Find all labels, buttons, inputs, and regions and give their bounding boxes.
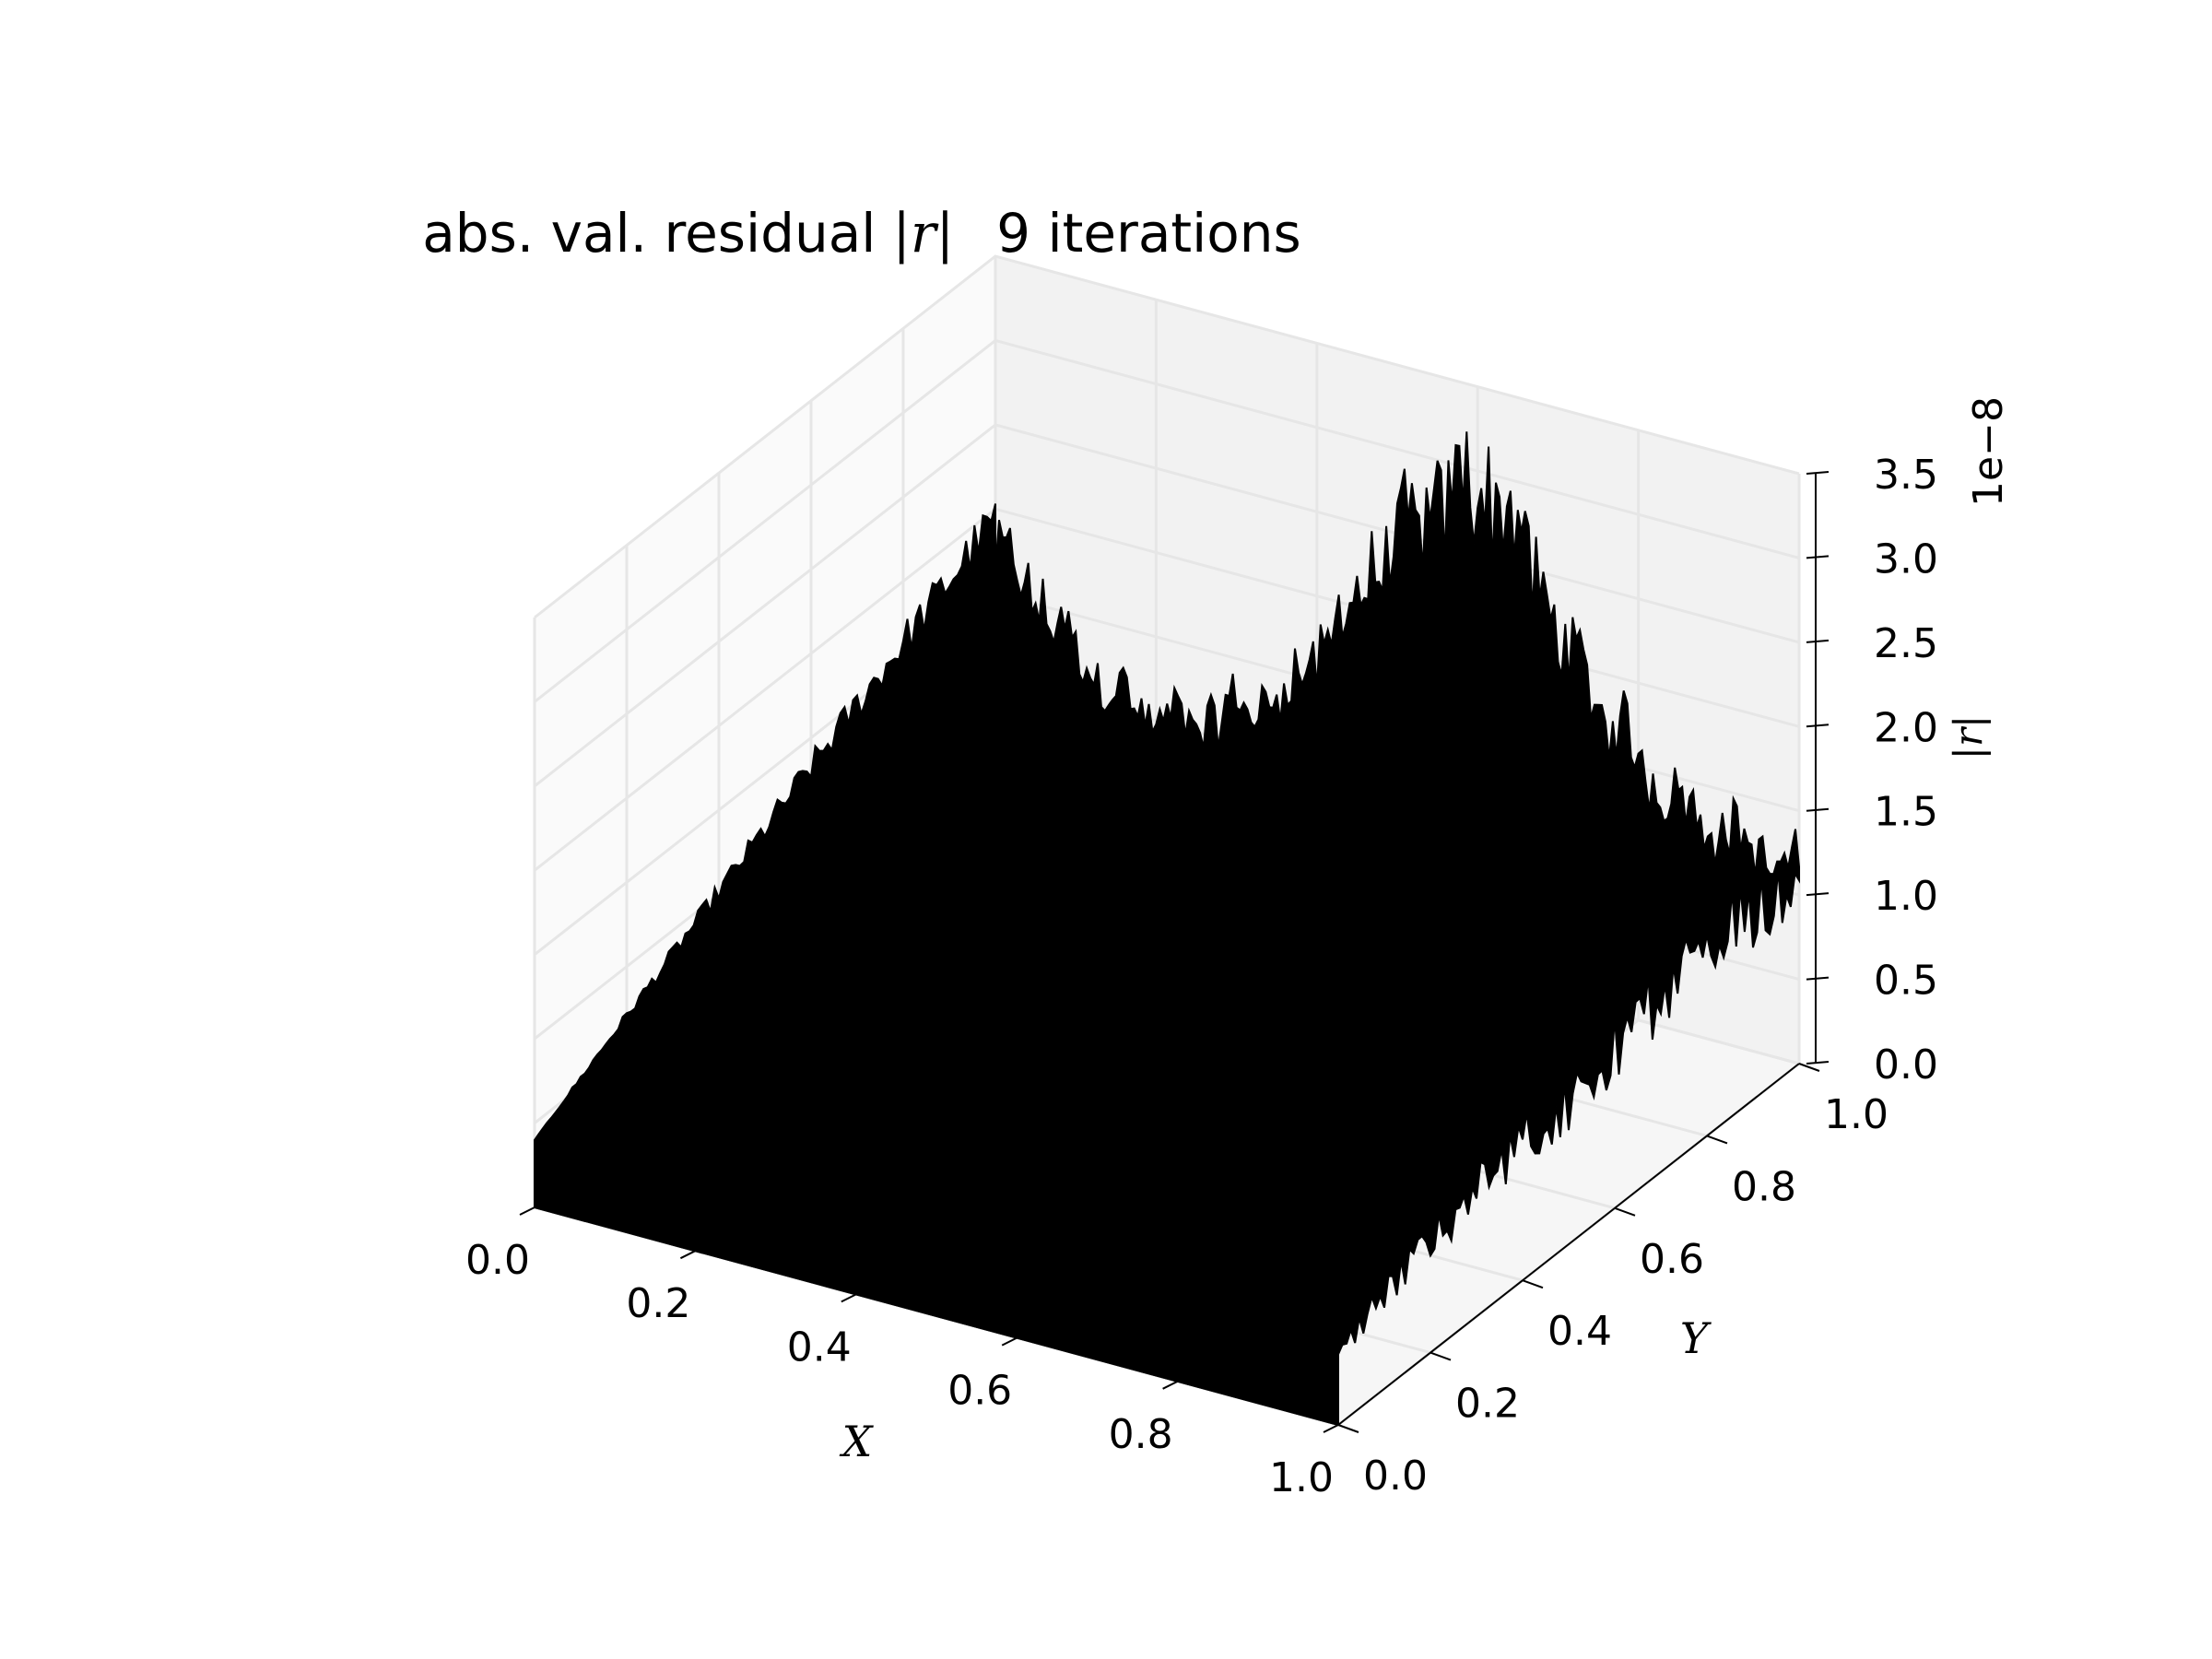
x-tick-label: 0.4 [787,1324,852,1371]
axes-lines [534,474,1817,1426]
x-tick-mark [1001,1336,1018,1347]
x-tick-mark [841,1293,857,1303]
z-tick-mark [1806,639,1830,643]
z-axis-ticks: 0.0 0.5 1.0 1.5 2.0 2.5 3.0 3.5 [1806,452,1938,1088]
title-symbol: |r| [892,202,954,265]
x-axis-line [534,1206,1339,1426]
y-tick-mark [1614,1206,1636,1217]
z-tick-mark [1806,724,1830,728]
x-axis-label: X [840,1417,875,1466]
z-offset-label: 1e−8 [1965,396,2012,507]
residual-surface [534,431,1800,1427]
x-tick-mark [1323,1424,1339,1433]
y-tick-mark [1337,1424,1359,1433]
x-tick-mark [679,1250,696,1260]
z-tick-label: 1.5 [1874,789,1938,836]
chart-title: abs. val. residual |r| 9 iterations [422,202,1301,265]
x-tick-label: 0.2 [626,1280,690,1327]
z-tick-mark [1806,807,1830,812]
y-tick-label: 0.0 [1363,1453,1428,1500]
y-tick-mark [1522,1279,1544,1289]
x-tick-mark [1162,1380,1179,1390]
title-text: abs. val. residual [422,202,876,265]
x-axis-ticks: 0.0 0.2 0.4 0.6 0.8 1.0 [465,1206,1339,1501]
x-tick-label: 0.6 [947,1368,1012,1415]
y-tick-label: 0.2 [1455,1381,1520,1428]
z-tick-label: 0.5 [1874,958,1938,1005]
left-pane [535,256,995,1207]
y-axis-ticks: 0.0 0.2 0.4 0.6 0.8 1.0 [1337,1063,1888,1500]
y-tick-mark [1798,1063,1820,1072]
z-tick-label: 2.5 [1874,620,1938,667]
grid-line-z [534,338,1800,703]
z-tick-label: 3.5 [1874,452,1938,499]
z-axis-label: |r| [1946,715,1991,759]
x-tick-label: 0.8 [1109,1411,1173,1458]
z-tick-label: 0.0 [1874,1041,1938,1088]
z-tick-mark [1806,892,1830,897]
y-tick-label: 0.8 [1732,1163,1796,1210]
x-tick-mark [519,1206,535,1216]
y-tick-label: 1.0 [1824,1091,1888,1138]
z-tick-label: 2.0 [1874,704,1938,751]
z-tick-label: 3.0 [1874,535,1938,582]
y-axis-line [1337,1063,1800,1426]
z-tick-mark [1806,976,1830,981]
grid-line-z [534,254,1800,619]
surface-front-edge [534,1143,1339,1425]
z-tick-mark [1806,471,1830,475]
z-tick-label: 1.0 [1874,873,1938,920]
x-tick-label: 0.0 [465,1237,530,1284]
z-tick-mark [1806,1061,1830,1065]
surface-mass [534,431,1800,1427]
title-suffix: 9 iterations [996,202,1301,265]
x-tick-label: 1.0 [1269,1454,1334,1501]
y-tick-label: 0.6 [1640,1236,1704,1283]
y-axis-label: Y [1680,1313,1712,1363]
y-tick-label: 0.4 [1547,1308,1612,1355]
y-tick-mark [1706,1135,1728,1145]
z-tick-mark [1806,555,1830,559]
y-tick-mark [1430,1351,1452,1361]
